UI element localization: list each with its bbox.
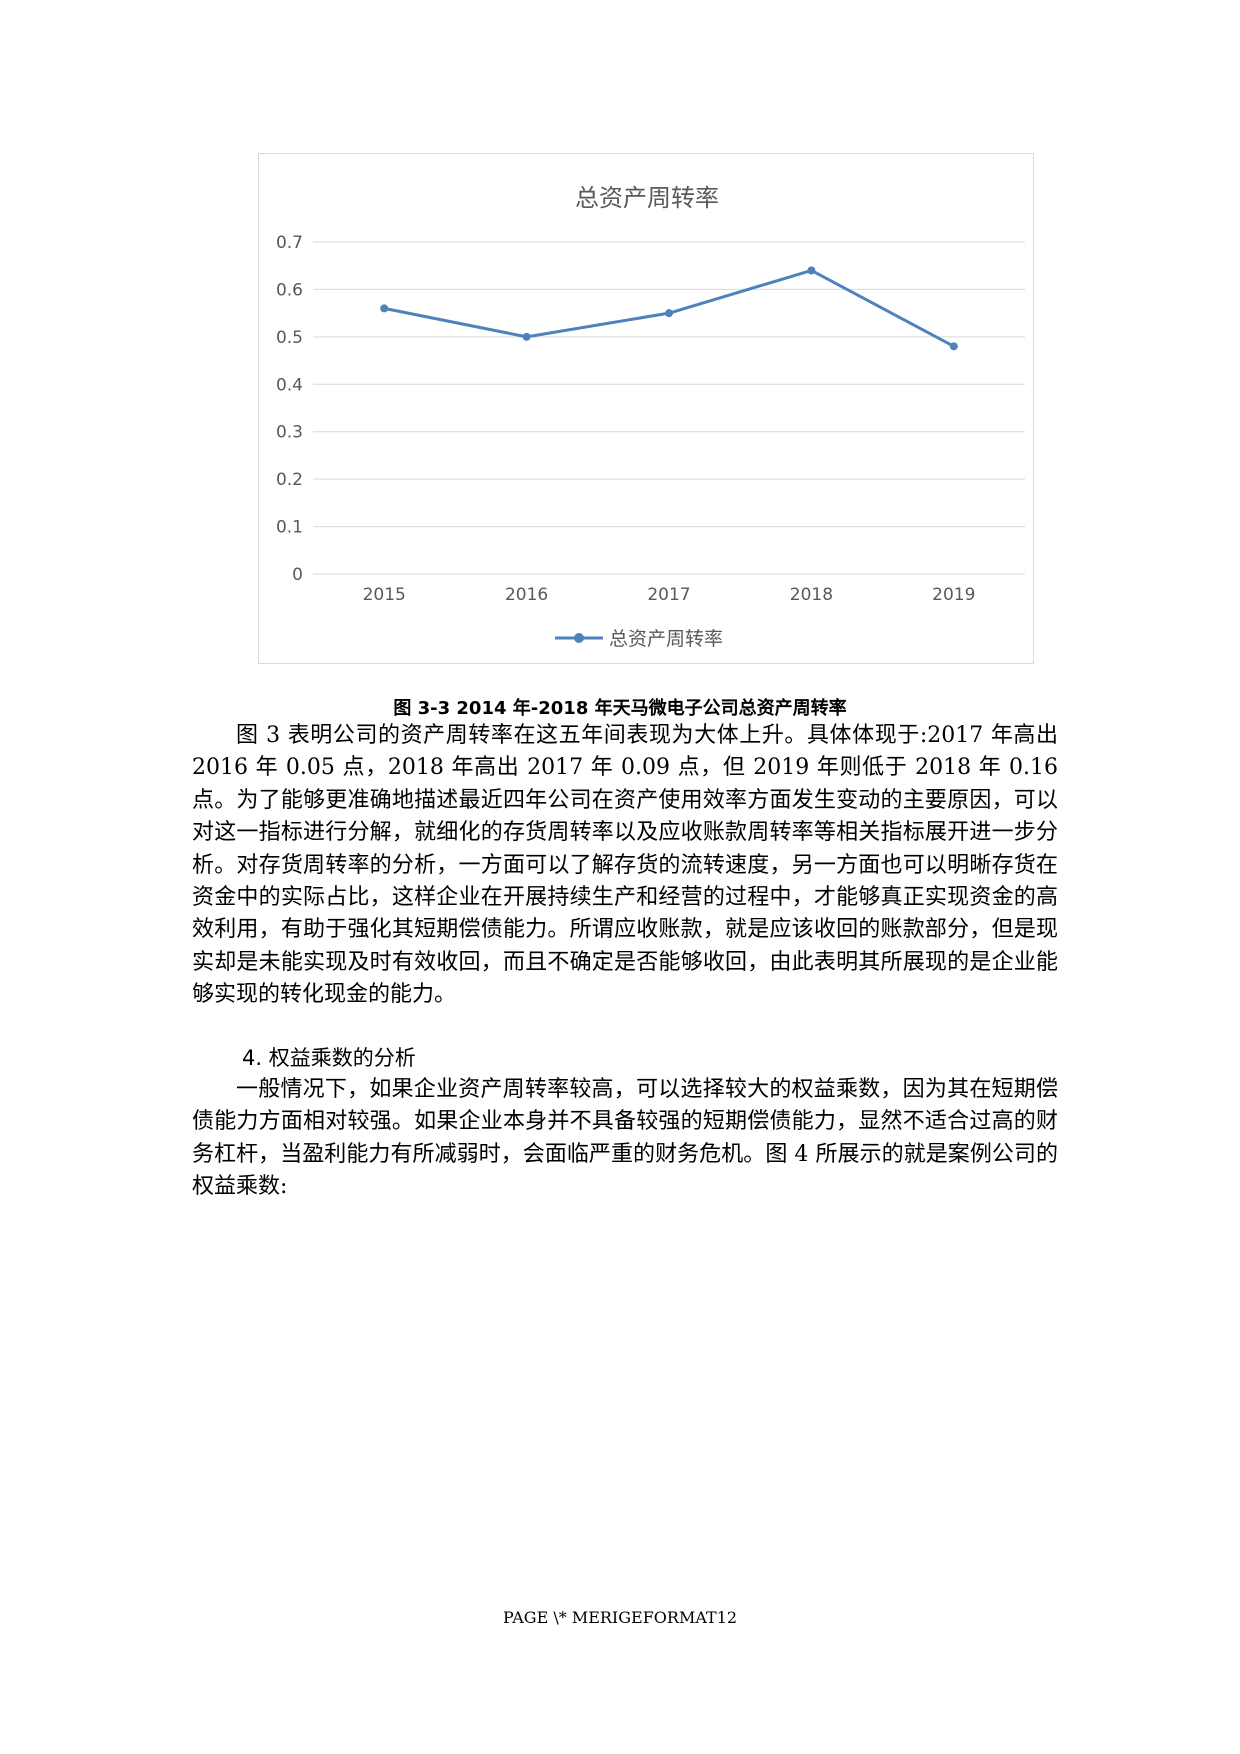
data-point [380,304,389,313]
figure-caption: 图 3-3 2014 年-2018 年天马微电子公司总资产周转率 [393,698,847,719]
chart-container: 总资产周转率 0 0.1 0.2 0.3 0.4 0.5 0.6 0.7 2015 2016 20… [258,153,1034,664]
y-tick-label: 0.5 [276,328,303,348]
x-tick-label: 2016 [505,585,548,605]
x-tick-label: 2017 [647,585,690,605]
y-tick-label: 0.2 [276,470,303,490]
paragraph-1: 图 3 表明公司的资产周转率在这五年间表现为大体上升。具体体现于:2017 年高… [192,720,1058,1012]
page-footer: PAGE \* MERIGEFORMAT12 [502,1608,738,1627]
chart-title: 总资产周转率 [575,184,719,212]
data-point [807,266,816,275]
y-tick-label: 0.4 [276,375,303,395]
y-tick-label: 0.1 [276,518,303,538]
y-tick-label: 0.6 [276,280,303,300]
paragraph-1-text: 图 3 表明公司的资产周转率在这五年间表现为大体上升。具体体现于:2017 年高… [192,723,1058,1008]
y-tick-label: 0.7 [276,233,303,253]
paragraph-2: 一般情况下，如果企业资产周转率较高，可以选择较大的权益乘数，因为其在短期偿债能力… [192,1074,1058,1204]
series-line [383,268,955,348]
x-tick-label: 2015 [363,585,406,605]
legend-label: 总资产周转率 [609,628,723,650]
section-heading: 4. 权益乘数的分析 [242,1046,416,1070]
y-tick-label: 0 [292,565,303,585]
legend-marker [574,633,584,643]
paragraph-2-text: 一般情况下，如果企业资产周转率较高，可以选择较大的权益乘数，因为其在短期偿债能力… [192,1077,1058,1200]
data-point [522,332,531,341]
y-tick-label: 0.3 [276,423,303,443]
data-point [665,309,673,318]
line-chart: 总资产周转率 0 0.1 0.2 0.3 0.4 0.5 0.6 0.7 2015 2016 20… [276,184,1025,650]
x-tick-label: 2018 [790,585,833,605]
x-tick-label: 2019 [932,585,975,605]
data-point [949,342,958,351]
